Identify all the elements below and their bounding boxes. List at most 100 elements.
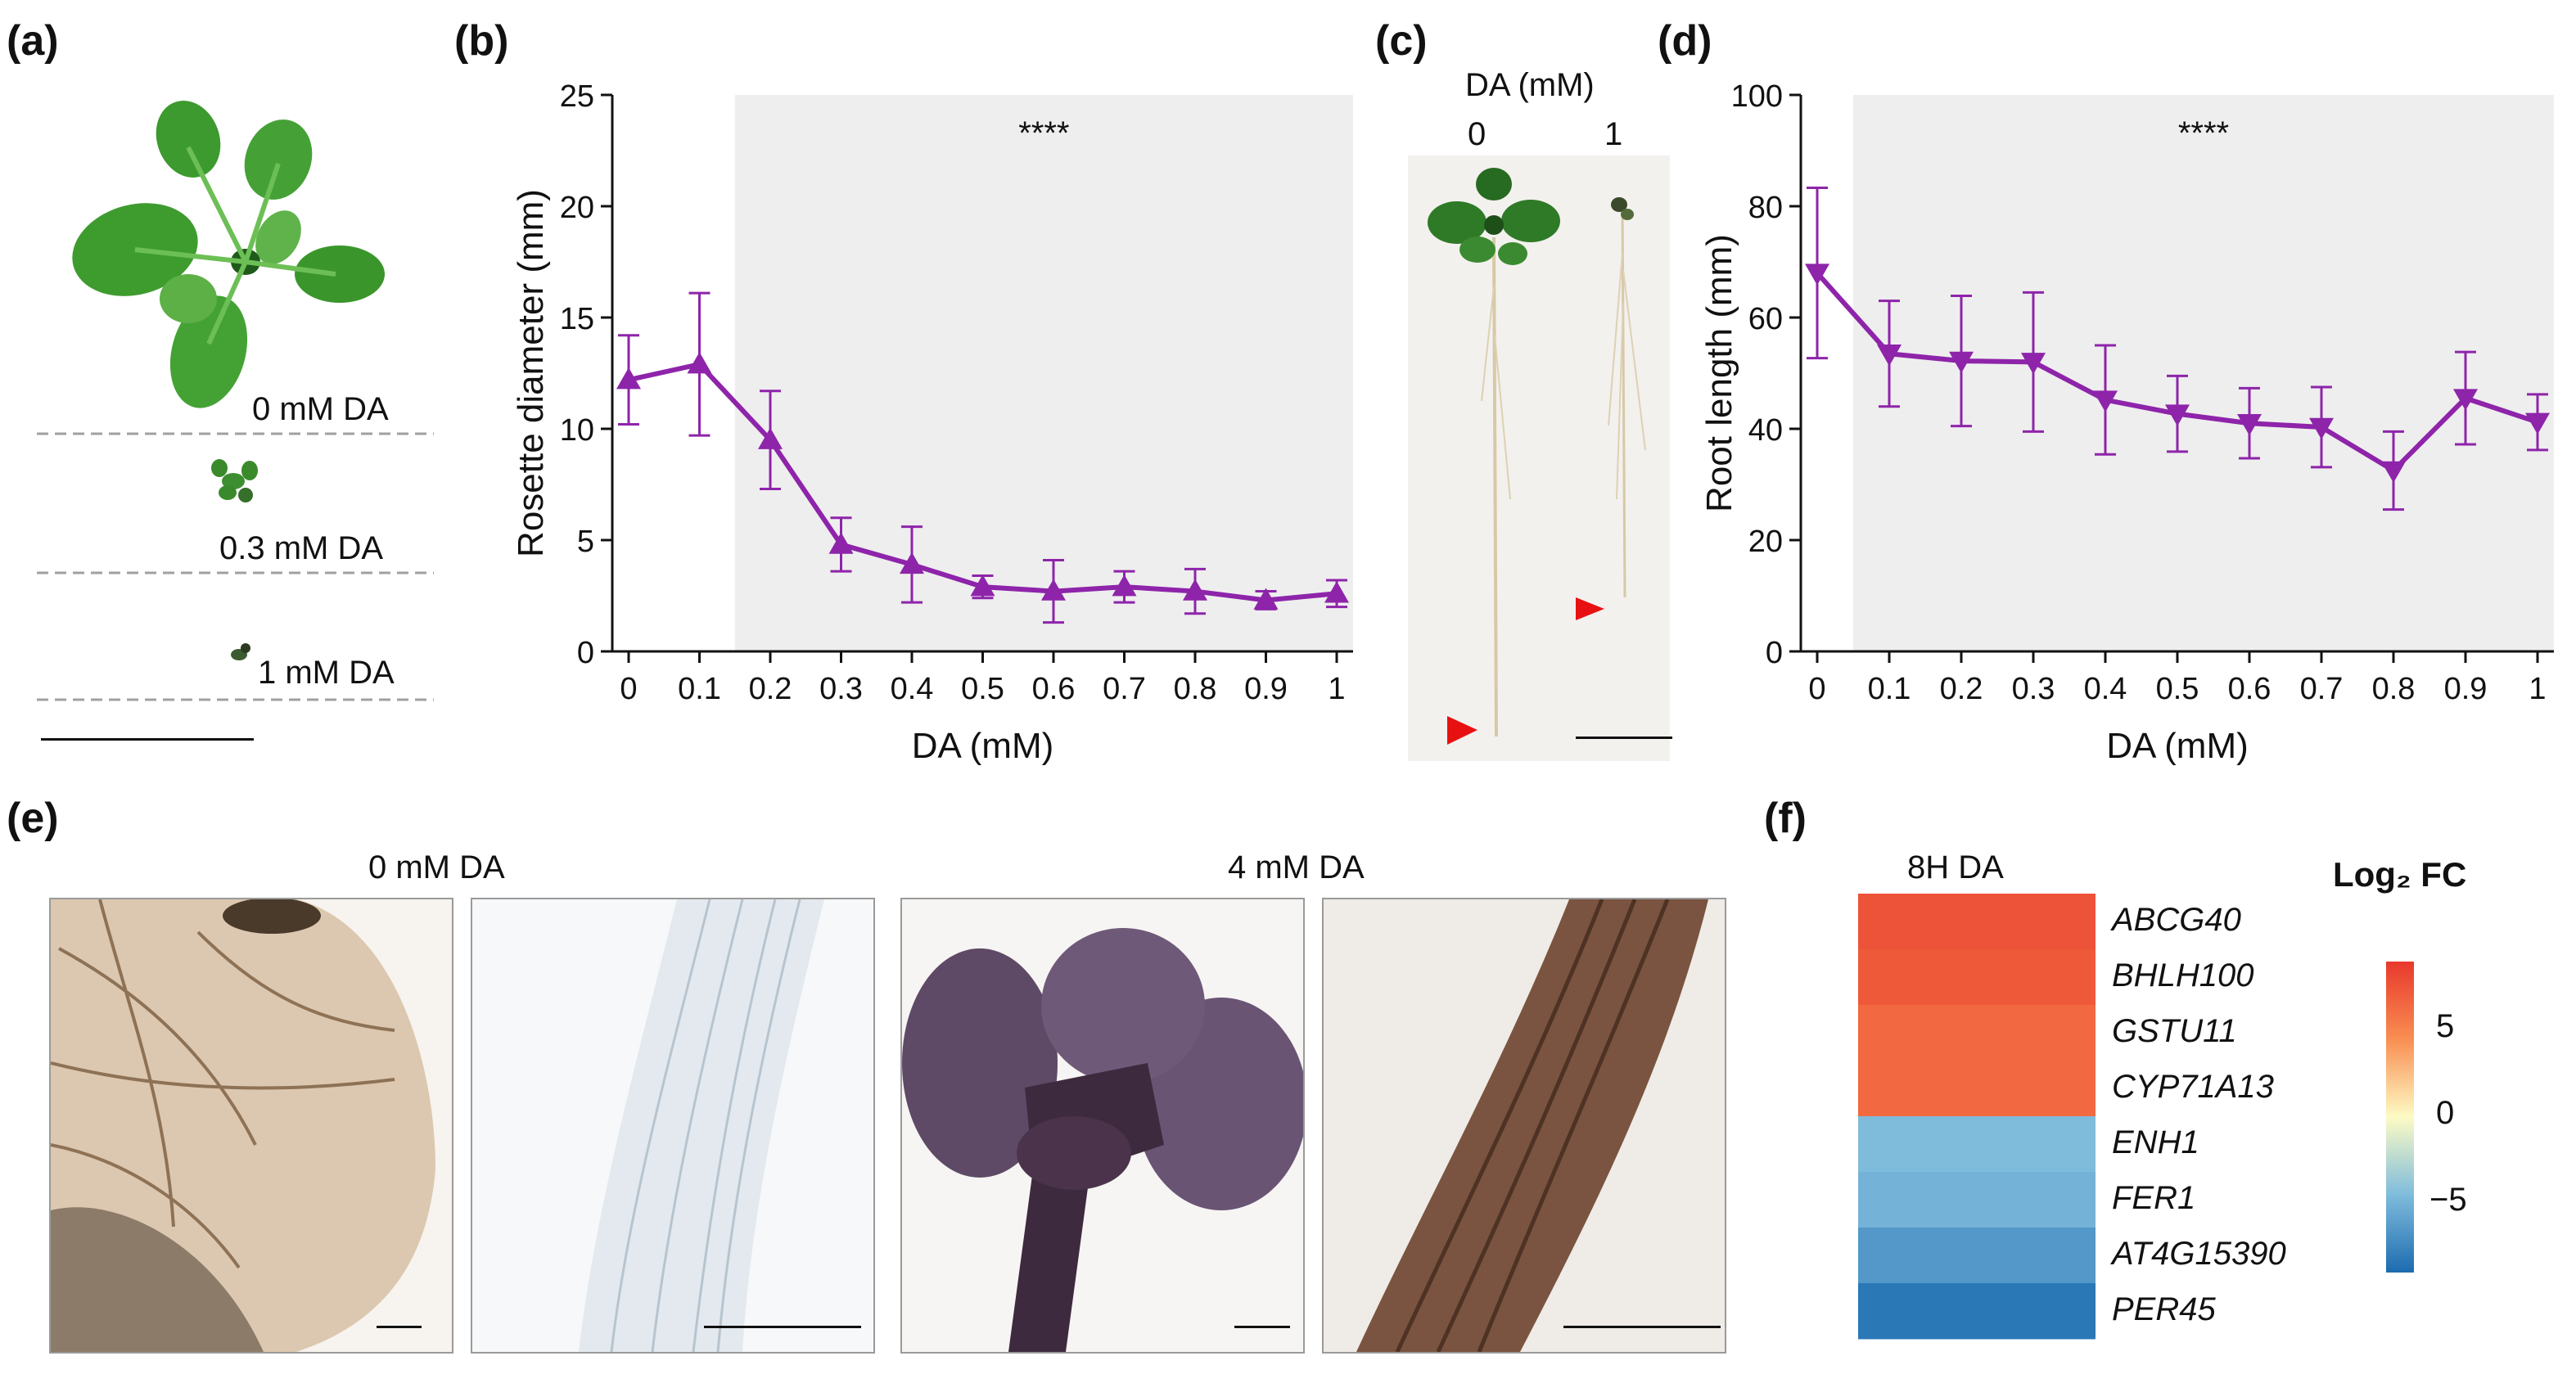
gene-label: CYP71A13 [2112, 1069, 2274, 1105]
data-point [1324, 581, 1349, 603]
data-point [2525, 412, 2550, 435]
colorbar-tick-5: 5 [2436, 1008, 2455, 1044]
x-tick-label: 0.7 [1103, 672, 1146, 706]
y-tick-label: 0 [1766, 636, 1783, 670]
y-tick-label: 5 [577, 525, 594, 559]
x-tick-label: 0.8 [1174, 672, 1217, 706]
data-point [1112, 574, 1137, 597]
panel-label-b: (b) [454, 17, 509, 65]
heatmap-cell [1858, 1283, 2096, 1340]
data-point [1805, 264, 1829, 286]
x-axis-label: DA (mM) [2106, 726, 2249, 766]
panel-e-title-0mM: 0 mM DA [368, 849, 505, 885]
data-point [2309, 417, 2334, 439]
heatmap-cell [1858, 1116, 2096, 1173]
y-tick-label: 40 [1748, 413, 1783, 448]
y-tick-label: 60 [1748, 302, 1783, 336]
panel-a-label-0mM: 0 mM DA [252, 391, 389, 427]
data-point [1041, 579, 1066, 601]
x-tick-label: 0.6 [1032, 672, 1076, 706]
x-tick-label: 0.5 [961, 672, 1004, 706]
x-tick-label: 0.3 [819, 672, 863, 706]
scale-bar [377, 1326, 422, 1328]
panel-a-label-1mM: 1 mM DA [258, 655, 395, 691]
root-length-chart: **** 0 20 40 60 80 100 0 0.1 0.2 0.3 0.4 0.5 0.6 0.7 0.… [1699, 79, 2554, 766]
data-point [758, 427, 783, 449]
heatmap-cell [1858, 1172, 2096, 1228]
data-point [1253, 588, 1279, 610]
gene-label: ENH1 [2112, 1124, 2199, 1160]
micrograph-4mM-root [1322, 898, 1726, 1354]
gene-label: ABCG40 [2112, 902, 2241, 938]
x-tick-label: 1 [2529, 672, 2546, 706]
data-point [2381, 461, 2406, 483]
y-tick-label: 100 [1731, 79, 1783, 114]
y-tick-label: 15 [560, 302, 594, 336]
micrograph-4mM-leaf [900, 898, 1305, 1354]
rosette-1mM-image [231, 643, 250, 660]
data-point [970, 574, 995, 597]
data-point [2453, 389, 2478, 411]
gene-label: BHLH100 [2112, 957, 2254, 993]
x-tick-label: 0.9 [2444, 672, 2488, 706]
scale-bar [1563, 1326, 1721, 1328]
x-tick-label: 0.3 [2012, 672, 2055, 706]
x-tick-label: 0.8 [2372, 672, 2416, 706]
micrograph-0mM-root [471, 898, 875, 1354]
rosette-0mM-image [72, 101, 385, 408]
x-axis-label: DA (mM) [912, 726, 1054, 766]
panel-c-col-label-1: 1 [1604, 116, 1623, 152]
panel-a-label-0.3mM: 0.3 mM DA [219, 530, 384, 566]
photo-background [1408, 155, 1670, 761]
x-tick-label: 0.1 [1868, 672, 1911, 706]
panel-label-c: (c) [1375, 17, 1428, 65]
x-tick-label: 0.2 [1940, 672, 1983, 706]
data-point [828, 532, 854, 554]
significance-shade [734, 95, 1353, 651]
scale-bar [1576, 737, 1672, 739]
x-tick-label: 0.4 [891, 672, 934, 706]
data-point [687, 352, 712, 374]
heatmap-cell [1858, 1005, 2096, 1061]
heatmap-cell [1858, 1228, 2096, 1284]
y-tick-label: 0 [577, 636, 594, 670]
panel-c-title: DA (mM) [1465, 67, 1595, 103]
data-point [2093, 390, 2118, 412]
seedling-0mM-image [1428, 168, 1560, 737]
rosette-0.3mM-image [211, 459, 258, 502]
colorbar-tick-minus5: −5 [2429, 1182, 2467, 1218]
y-tick-label: 20 [560, 191, 594, 225]
gene-label: AT4G15390 [2112, 1236, 2286, 1272]
panel-c-col-label-0: 0 [1468, 116, 1487, 152]
gene-label: FER1 [2112, 1180, 2196, 1216]
data-point [2021, 353, 2046, 375]
heatmap-column-label: 8H DA [1907, 849, 2004, 885]
heatmap [1858, 894, 2096, 1340]
root-tip-arrow [1447, 716, 1477, 745]
heatmap-cell [1858, 894, 2096, 950]
colorbar [2386, 962, 2414, 1273]
gene-label: GSTU11 [2112, 1013, 2237, 1049]
data-point [1877, 344, 1902, 367]
colorbar-title: Log₂ FC [2333, 855, 2467, 894]
heatmap-cell [1858, 1061, 2096, 1117]
y-axis-label: Root length (mm) [1699, 234, 1739, 512]
data-point [2237, 413, 2262, 436]
colorbar-tick-0: 0 [2436, 1095, 2455, 1131]
panel-e-title-4mM: 4 mM DA [1228, 849, 1365, 885]
panel-label-a: (a) [7, 17, 59, 65]
x-tick-label: 0.2 [749, 672, 792, 706]
y-tick-label: 80 [1748, 191, 1783, 225]
data-point [900, 552, 924, 574]
y-tick-label: 10 [560, 413, 594, 448]
y-tick-label: 20 [1748, 525, 1783, 559]
panel-a-photo [37, 101, 434, 701]
scale-bar [1234, 1326, 1290, 1328]
micrograph-0mM-leaf [49, 898, 453, 1354]
x-tick-label: 0.1 [678, 672, 721, 706]
x-tick-label: 1 [1328, 672, 1345, 706]
x-tick-label: 0 [620, 672, 637, 706]
scale-bar [41, 738, 254, 741]
panel-c-photo [1408, 155, 1670, 761]
data-point [2165, 404, 2190, 426]
